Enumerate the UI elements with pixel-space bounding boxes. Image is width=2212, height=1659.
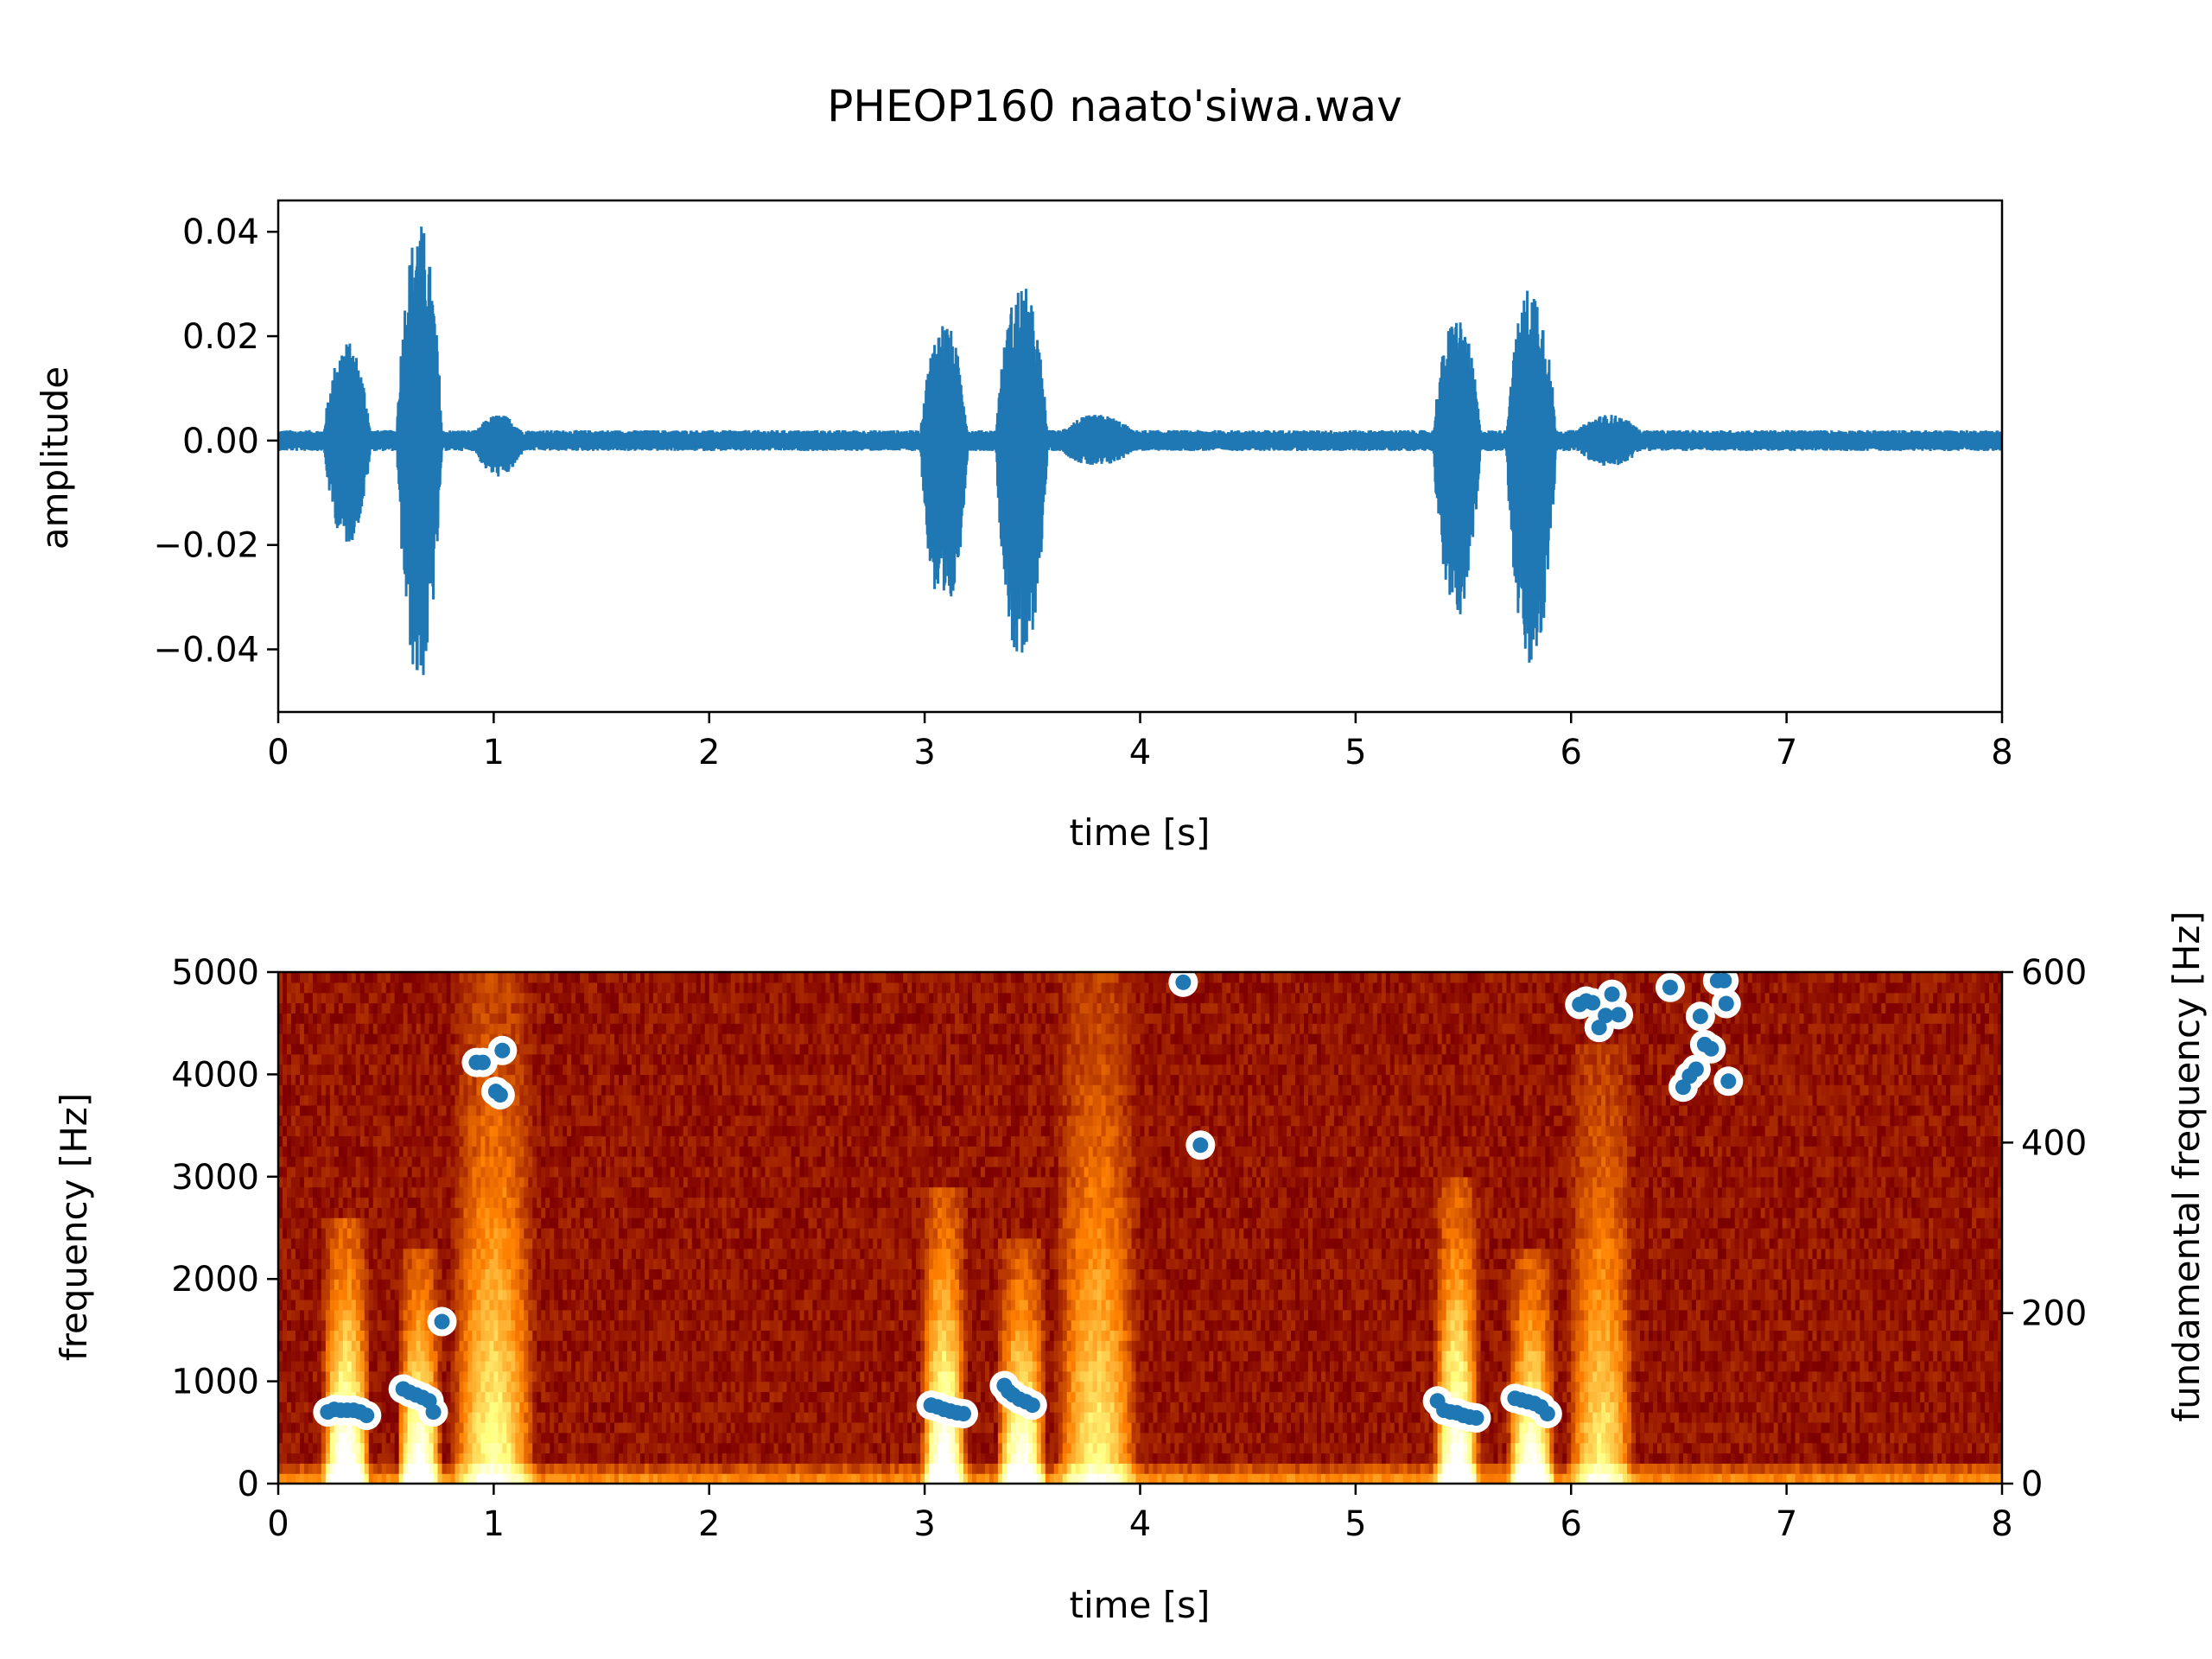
f0-point	[435, 1314, 450, 1330]
spectrogram-y-axis-label: frequency [Hz]	[53, 1093, 95, 1361]
f0-point	[1611, 1007, 1626, 1022]
f0-point	[1175, 975, 1191, 990]
waveform-axes-frame	[278, 200, 2002, 712]
f0-point	[1719, 996, 1734, 1012]
f0-point	[1688, 1061, 1704, 1077]
waveform-panel: 0 1 2 3 4 5 6 7 8 −0.04 −0.02 0.00 0.02 0.04 time [s…	[34, 200, 2013, 854]
f0-point	[475, 1055, 491, 1071]
y-tick-label: 3000	[171, 1158, 259, 1198]
spectrogram-x-ticks: 0 1 2 3 4 5 6 7 8	[267, 1484, 2012, 1544]
f0-point	[1716, 973, 1732, 988]
x-tick-label: 3	[913, 733, 935, 772]
y-tick-label: 0.00	[182, 422, 259, 461]
y-tick-label: 1000	[171, 1363, 259, 1402]
spectrogram-x-axis-label: time [s]	[1070, 1584, 1211, 1626]
y-tick-label: −0.04	[153, 631, 259, 671]
f0-point	[494, 1043, 510, 1058]
spectrogram-y2-ticks: 0 200 400 600	[2002, 953, 2087, 1504]
x-tick-label: 7	[1776, 1504, 1797, 1544]
x-tick-label: 1	[483, 733, 505, 772]
waveform-x-ticks: 0 1 2 3 4 5 6 7 8	[267, 712, 2012, 772]
f0-point	[1585, 995, 1600, 1011]
y-tick-label: −0.02	[153, 526, 259, 566]
spectrogram-y-ticks: 0 1000 2000 3000 4000 5000	[171, 953, 278, 1504]
y-tick-label: 2000	[171, 1260, 259, 1300]
x-tick-label: 4	[1129, 733, 1151, 772]
spectrogram-y2-axis-label: fundamental frequency [Hz]	[2165, 911, 2208, 1421]
y-tick-label: 0.02	[182, 317, 259, 357]
y-tick-label: 5000	[171, 953, 259, 993]
f0-point	[1192, 1137, 1208, 1153]
waveform-y-ticks: −0.04 −0.02 0.00 0.02 0.04	[153, 213, 278, 670]
chart-title: PHEOP160 naato'siwa.wav	[827, 81, 1402, 131]
f0-point	[1662, 980, 1678, 995]
f0-point	[1720, 1073, 1736, 1089]
x-tick-label: 8	[1991, 733, 2012, 772]
x-tick-label: 6	[1560, 1504, 1582, 1544]
x-tick-label: 2	[698, 1504, 720, 1544]
y-tick-label: 0.04	[182, 213, 259, 252]
f0-point	[1703, 1041, 1719, 1057]
f0-point	[1025, 1397, 1040, 1413]
x-tick-label: 5	[1344, 1504, 1366, 1544]
x-tick-label: 0	[267, 1504, 289, 1544]
f0-point	[1605, 987, 1620, 1002]
spectrogram-plot-area	[278, 972, 2003, 1484]
x-tick-label: 0	[267, 733, 289, 772]
y2-tick-label: 600	[2021, 953, 2087, 993]
f0-point	[426, 1404, 442, 1420]
f0-point	[493, 1087, 508, 1103]
spectrogram-panel: 0 1 2 3 4 5 6 7 8 0 1000 2000 3000 4000 5000 0 200 400 6…	[53, 911, 2208, 1626]
f0-point	[1469, 1410, 1484, 1426]
f0-point	[1540, 1406, 1555, 1421]
x-tick-label: 4	[1129, 1504, 1151, 1544]
x-tick-label: 1	[483, 1504, 505, 1544]
y2-tick-label: 0	[2021, 1465, 2043, 1504]
y-tick-label: 4000	[171, 1055, 259, 1095]
waveform-line	[278, 226, 2002, 675]
x-tick-label: 8	[1991, 1504, 2012, 1544]
waveform-x-axis-label: time [s]	[1070, 811, 1211, 854]
x-tick-label: 5	[1344, 733, 1366, 772]
x-tick-label: 3	[913, 1504, 935, 1544]
f0-point	[359, 1408, 374, 1423]
x-tick-label: 6	[1560, 733, 1582, 772]
x-tick-label: 7	[1776, 733, 1797, 772]
f0-point	[1693, 1008, 1708, 1024]
waveform-y-axis-label: amplitude	[34, 366, 76, 550]
y-tick-label: 0	[238, 1465, 259, 1504]
y2-tick-label: 400	[2021, 1123, 2087, 1163]
waveform-plot-area	[278, 226, 2002, 675]
f0-point	[956, 1406, 971, 1421]
x-tick-label: 2	[698, 733, 720, 772]
y2-tick-label: 200	[2021, 1294, 2087, 1334]
